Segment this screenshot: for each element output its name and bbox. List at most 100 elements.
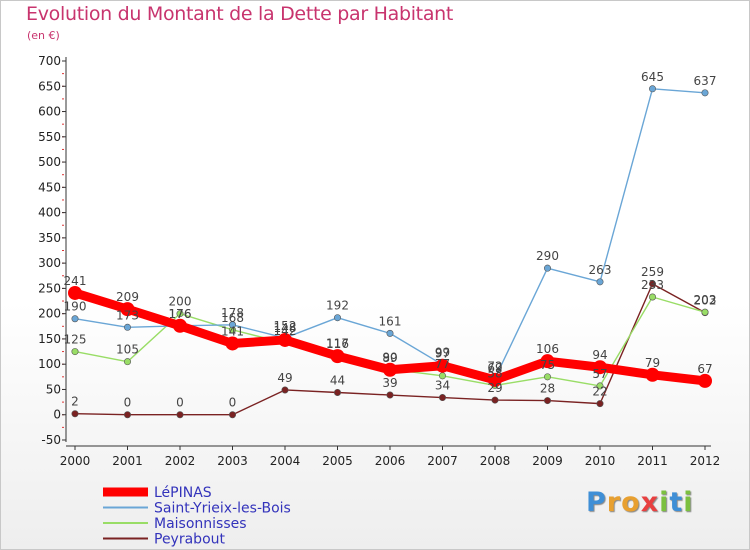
legend-label: LéPINAS bbox=[154, 485, 212, 501]
y-tick-label: 600 bbox=[38, 105, 61, 119]
data-label-peyrabout: 39 bbox=[382, 376, 397, 390]
data-label-peyrabout: 22 bbox=[592, 385, 607, 399]
data-point-peyrabout bbox=[229, 411, 237, 419]
data-label-peyrabout: 259 bbox=[641, 265, 664, 279]
data-label-maisonnisses: 168 bbox=[221, 311, 244, 325]
data-point-peyrabout bbox=[124, 411, 132, 419]
data-label-maisonnisses: 233 bbox=[641, 278, 664, 292]
x-tick-label: 2011 bbox=[637, 454, 668, 468]
data-label-l-pinas: 141 bbox=[221, 324, 244, 338]
data-point-saint-yrieix-les-bois bbox=[543, 264, 551, 272]
data-point-peyrabout bbox=[71, 410, 79, 418]
data-label-saint-yrieix-les-bois: 637 bbox=[694, 74, 717, 88]
x-tick-label: 2004 bbox=[270, 454, 301, 468]
data-label-saint-yrieix-les-bois: 99 bbox=[435, 346, 450, 360]
data-label-maisonnisses: 57 bbox=[592, 367, 607, 381]
data-label-peyrabout: 44 bbox=[330, 373, 345, 387]
x-tick-label: 2009 bbox=[532, 454, 563, 468]
data-point-peyrabout bbox=[281, 386, 289, 394]
data-point-l-pinas bbox=[278, 332, 292, 347]
data-point-l-pinas bbox=[173, 318, 187, 333]
data-label-saint-yrieix-les-bois: 152 bbox=[274, 319, 297, 333]
logo-letter: i bbox=[659, 487, 670, 518]
data-point-peyrabout bbox=[438, 394, 446, 402]
data-label-l-pinas: 67 bbox=[697, 362, 712, 376]
logo-letter: i bbox=[683, 487, 694, 518]
data-label-maisonnisses: 117 bbox=[326, 337, 349, 351]
data-point-maisonnisses bbox=[648, 293, 656, 301]
x-tick-label: 2003 bbox=[217, 454, 248, 468]
x-tick-label: 2012 bbox=[690, 454, 721, 468]
data-label-peyrabout: 0 bbox=[124, 396, 132, 410]
data-label-saint-yrieix-les-bois: 178 bbox=[221, 306, 244, 320]
proxiti-logo: Proxiti bbox=[586, 487, 694, 518]
data-label-l-pinas: 176 bbox=[169, 307, 192, 321]
y-tick-label: 100 bbox=[38, 357, 61, 371]
data-label-maisonnisses: 58 bbox=[487, 366, 502, 380]
x-tick-label: 2007 bbox=[427, 454, 458, 468]
data-label-peyrabout: 28 bbox=[540, 382, 555, 396]
data-label-peyrabout: 202 bbox=[694, 294, 717, 308]
data-point-maisonnisses bbox=[176, 310, 184, 318]
data-label-l-pinas: 241 bbox=[64, 274, 87, 288]
data-point-maisonnisses bbox=[543, 373, 551, 381]
x-axis: 2000 2001 2002 2003 2004 2005 2006 2007 2008 2009… bbox=[60, 445, 721, 468]
data-point-l-pinas bbox=[645, 367, 660, 382]
data-label-l-pinas: 89 bbox=[382, 351, 397, 365]
data-point-peyrabout bbox=[176, 411, 184, 419]
data-point-saint-yrieix-les-bois bbox=[386, 329, 394, 337]
data-point-l-pinas bbox=[488, 372, 502, 387]
x-tick-label: 2005 bbox=[322, 454, 353, 468]
data-label-l-pinas: 106 bbox=[536, 342, 559, 356]
data-label-l-pinas: 148 bbox=[274, 321, 297, 335]
data-label-maisonnisses: 200 bbox=[169, 295, 192, 309]
data-label-maisonnisses: 90 bbox=[382, 350, 397, 364]
data-point-maisonnisses bbox=[71, 348, 79, 356]
data-point-maisonnisses bbox=[596, 382, 604, 390]
data-label-peyrabout: 0 bbox=[229, 396, 237, 410]
legend-label: Maisonnisses bbox=[154, 516, 247, 532]
data-label-saint-yrieix-les-bois: 173 bbox=[116, 308, 139, 322]
data-label-saint-yrieix-les-bois: 263 bbox=[589, 263, 612, 277]
x-tick-label: 2006 bbox=[375, 454, 406, 468]
y-tick-label: 50 bbox=[46, 382, 61, 396]
series-lines bbox=[68, 85, 712, 419]
data-label-l-pinas: 97 bbox=[435, 347, 450, 361]
data-label-l-pinas: 79 bbox=[645, 356, 660, 370]
y-tick-label: 200 bbox=[38, 307, 61, 321]
data-point-l-pinas bbox=[68, 285, 82, 300]
y-tick-label: 0 bbox=[53, 408, 61, 422]
data-point-l-pinas bbox=[435, 358, 450, 373]
data-label-saint-yrieix-les-bois: 190 bbox=[64, 300, 87, 314]
data-point-l-pinas bbox=[383, 362, 397, 377]
data-point-saint-yrieix-les-bois bbox=[596, 278, 604, 286]
y-tick-label: 300 bbox=[38, 256, 61, 270]
logo-letter: r bbox=[606, 487, 622, 518]
y-tick-label: 450 bbox=[38, 180, 61, 194]
data-label-peyrabout: 2 bbox=[71, 395, 79, 409]
chart-title: Evolution du Montant de la Dette par Hab… bbox=[26, 3, 454, 25]
y-tick-label: 400 bbox=[38, 206, 61, 220]
legend-label: Peyrabout bbox=[154, 532, 226, 548]
data-label-maisonnisses: 77 bbox=[435, 357, 450, 371]
data-label-saint-yrieix-les-bois: 72 bbox=[487, 359, 502, 373]
x-tick-label: 2000 bbox=[60, 454, 91, 468]
data-point-saint-yrieix-les-bois bbox=[333, 314, 341, 322]
data-label-peyrabout: 29 bbox=[487, 381, 502, 395]
y-tick-label: 700 bbox=[38, 54, 61, 68]
data-labels: 241 209 176 141 148 116 89 97 69 106 94 79 67 190 173 1… bbox=[64, 70, 717, 410]
y-tick-label: 150 bbox=[38, 332, 61, 346]
x-tick-label: 2008 bbox=[480, 454, 511, 468]
legend-label: Saint-Yrieix-les-Bois bbox=[154, 501, 291, 517]
x-tick-label: 2010 bbox=[585, 454, 616, 468]
data-point-l-pinas bbox=[330, 349, 345, 364]
data-point-l-pinas bbox=[698, 373, 712, 388]
data-label-peyrabout: 0 bbox=[176, 396, 184, 410]
logo-letter: P bbox=[586, 487, 607, 518]
logo-letter: t bbox=[669, 487, 684, 518]
legend: LéPINASSaint-Yrieix-les-BoisMaisonnisses… bbox=[103, 485, 291, 548]
data-point-saint-yrieix-les-bois bbox=[124, 323, 132, 331]
data-label-saint-yrieix-les-bois: 192 bbox=[326, 299, 349, 313]
